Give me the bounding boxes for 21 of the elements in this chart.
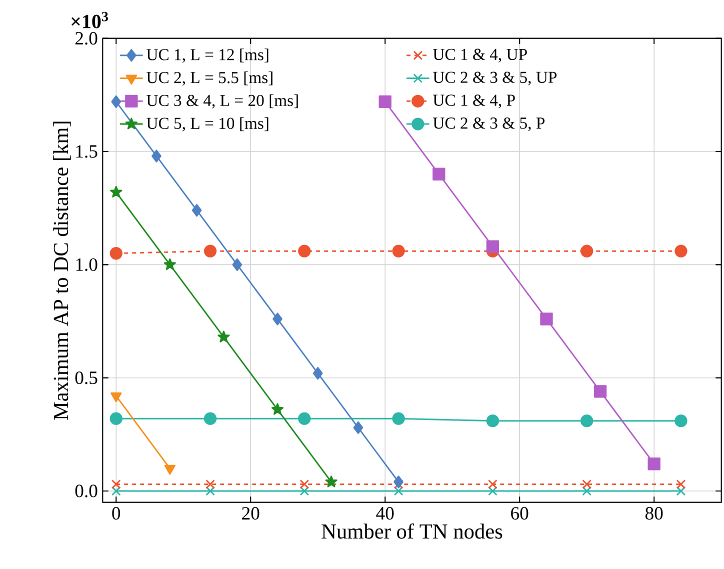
text: ×10$^{3}$ <box>72 12 108 28</box>
x-tick-label: 20 <box>242 507 260 520</box>
legend-label: UC 2 & 3 & 5, UP <box>433 72 557 86</box>
y-tick-label: 0.0 <box>75 484 98 498</box>
legend-label: UC 2 & 3 & 5, P <box>433 118 545 132</box>
y-tick-label: 0.5 <box>75 372 98 384</box>
y-axis-title: Maximum AP to DC distance [km] <box>53 122 71 420</box>
legend-label: UC 1 & 4, P <box>433 94 515 108</box>
legend-label: UC 3 & 4, L = 20 [ms] <box>146 94 298 108</box>
legend-label: UC 1, L = 12 [ms] <box>146 48 268 63</box>
x-tick-label: 60 <box>511 507 528 520</box>
x-tick-label: 80 <box>645 507 663 520</box>
legend-label: UC 2, L = 5.5 [ms] <box>146 71 272 86</box>
legend-label: UC 5, L = 10 [ms] <box>146 117 268 132</box>
x-tick-label: 40 <box>376 507 394 520</box>
x-tick-label: 0 <box>112 507 120 520</box>
y-tick-label: 2.0 <box>75 32 98 45</box>
legend-label: UC 1 & 4, UP <box>433 48 527 62</box>
y-tick-label: 1.5 <box>76 145 98 158</box>
x-axis-title: Number of TN nodes <box>322 523 502 539</box>
y-tick-label: 1.0 <box>76 258 98 272</box>
